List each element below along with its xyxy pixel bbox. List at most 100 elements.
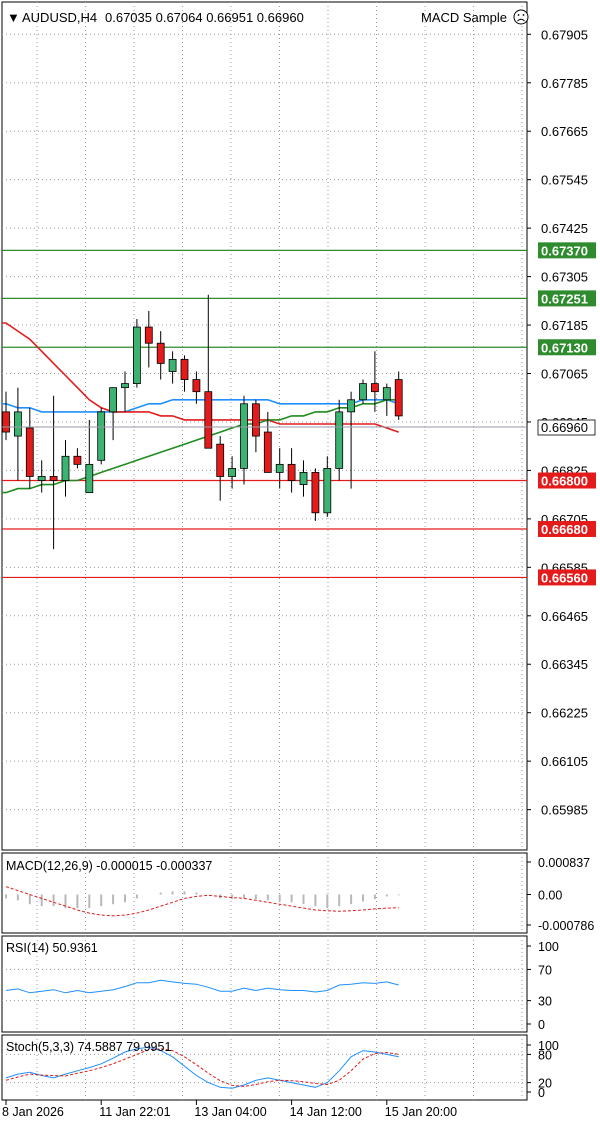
main-pane[interactable]: ▼ AUDUSD,H4 0.67035 0.67064 0.66951 0.66…: [1, 1, 529, 851]
bear-candle-body: [156, 342, 165, 364]
macd-axis: 0.000837 0.00 -0.000786: [527, 856, 594, 933]
candlesticks[interactable]: [2, 294, 403, 550]
axis-tick-label: 70: [538, 963, 552, 977]
level-price-tags: 0.67370 0.67251 0.67130 0.66800 0.66680 0.665…: [538, 242, 596, 586]
ma-line-green: [2, 398, 399, 494]
candle: [228, 456, 237, 489]
rsi-axis: 100 70 30 0: [527, 940, 559, 1032]
level-tag-bg: [538, 339, 596, 356]
price-tick-label: 0.67425: [541, 221, 588, 236]
price-tick-label: 0.67305: [541, 270, 588, 285]
level-tag-bg: [538, 472, 596, 489]
price-tick-label: 0.66465: [541, 609, 588, 624]
bull-candle-body: [97, 411, 106, 461]
bull-candle-body: [109, 387, 117, 413]
level-tag-label: 0.67251: [541, 291, 588, 306]
level-tag-label: 0.66560: [541, 570, 588, 585]
bear-candle-body: [370, 383, 379, 393]
bull-candle-body: [121, 383, 129, 389]
bull-candle-body: [85, 463, 94, 494]
price-tick-label: 0.66225: [541, 706, 588, 721]
bear-candle-body: [216, 443, 225, 477]
bear-candle-body: [394, 379, 403, 417]
candle: [25, 407, 34, 489]
level-tag-label: 0.67370: [541, 243, 588, 258]
candle: [168, 351, 177, 384]
level-tag-label: 0.66800: [541, 474, 588, 489]
sad-face-icon[interactable]: [513, 9, 529, 25]
bull-candle-body: [168, 358, 177, 372]
time-tick-label: 15 Jan 20:00: [385, 1105, 457, 1119]
dropdown-icon[interactable]: ▼: [7, 10, 20, 25]
bear-candle-body: [192, 379, 201, 393]
current-price-label: 0.66960: [541, 420, 588, 435]
bull-candle-body: [132, 326, 141, 385]
bull-candle-body: [323, 467, 332, 514]
level-tag-bg: [538, 242, 596, 259]
candle: [263, 411, 272, 473]
macd-pane[interactable]: MACD(12,26,9) -0.000015 -0.000337 0.0008…: [1, 852, 594, 934]
price-tick-label: 0.66105: [541, 754, 588, 769]
bear-candle-body: [2, 411, 10, 433]
axis-tick-label: -0.000786: [538, 919, 594, 933]
ohlc-label: 0.67035 0.67064 0.66951 0.66960: [105, 10, 304, 25]
candle: [204, 294, 213, 449]
rsi-line: [5, 979, 399, 994]
candle: [311, 468, 320, 521]
candle: [144, 310, 153, 368]
candle: [240, 395, 248, 485]
rsi-plot: [5, 979, 399, 994]
candle: [394, 371, 403, 420]
price-tick-label: 0.67785: [541, 76, 588, 91]
candle: [299, 460, 308, 497]
rsi-pane[interactable]: RSI(14) 50.9361 100 70 30 0: [1, 935, 559, 1033]
bull-candle-body: [299, 472, 308, 485]
level-tag-label: 0.67130: [541, 340, 588, 355]
macd-signal-line: [5, 886, 399, 917]
price-tick-label: 0.67665: [541, 124, 588, 139]
symbol-label: AUDUSD,H4: [22, 10, 97, 25]
ma-line-red: [2, 322, 399, 433]
candle: [347, 391, 356, 489]
candle: [382, 383, 391, 416]
price-tick-label: 0.67185: [541, 318, 588, 333]
bull-candle-body: [359, 383, 367, 401]
price-tick-label: 0.65985: [541, 803, 588, 818]
current-price-tag: 0.66960: [537, 419, 596, 436]
bear-candle-body: [311, 472, 320, 514]
price-tick-label: 0.67065: [541, 367, 588, 382]
level-tag-label: 0.66680: [541, 522, 588, 537]
bull-candle-body: [13, 411, 22, 437]
bull-candle-body: [61, 455, 70, 481]
bear-candle-body: [251, 403, 260, 437]
macd-grid: [36, 853, 523, 933]
bull-candle-body: [37, 476, 46, 481]
candle: [192, 371, 201, 404]
level-tag-bg: [538, 520, 596, 537]
time-tick-label: 13 Jan 04:00: [194, 1105, 266, 1119]
time-tick-label: 11 Jan 22:01: [99, 1105, 170, 1119]
stoch-plot: [5, 1046, 399, 1089]
axis-tick-label: 0.000837: [538, 856, 590, 870]
stoch-main-line: [5, 1046, 399, 1089]
expert-label[interactable]: MACD Sample: [421, 10, 507, 25]
candle: [335, 399, 344, 481]
candle: [73, 448, 82, 469]
axis-tick-label: 100: [538, 1039, 559, 1053]
bull-candle-body: [228, 467, 237, 477]
axis-tick-label: 30: [538, 995, 552, 1009]
bear-candle-body: [49, 476, 58, 481]
candle: [37, 460, 46, 493]
price-tick-label: 0.67905: [541, 27, 588, 42]
axis-tick-label: 0: [538, 1086, 545, 1100]
candle: [180, 355, 189, 392]
candle: [251, 399, 260, 453]
candle: [370, 351, 379, 412]
bear-candle-body: [287, 463, 296, 481]
candle: [121, 371, 129, 412]
candle: [109, 387, 117, 441]
candle: [132, 318, 141, 388]
